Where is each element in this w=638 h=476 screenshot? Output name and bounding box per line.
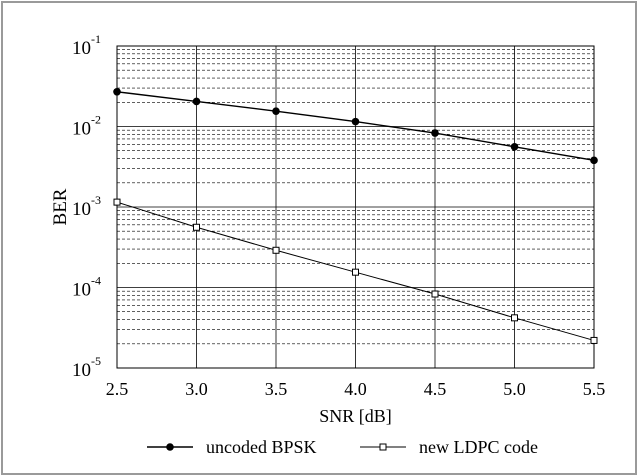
- legend-label: uncoded BPSK: [206, 437, 317, 457]
- x-tick-label: 4.5: [424, 379, 447, 399]
- y-tick-base: 10: [72, 119, 91, 140]
- legend: uncoded BPSK new LDPC code: [147, 437, 538, 457]
- data-point: [113, 198, 121, 206]
- y-tick-exponent: -2: [91, 113, 101, 127]
- x-axis-label: SNR [dB]: [319, 406, 392, 426]
- data-point: [590, 336, 598, 344]
- plot-area-border: [116, 45, 595, 369]
- y-tick-base: 10: [72, 38, 91, 59]
- legend-item: new LDPC code: [360, 437, 538, 457]
- x-tick-label: 4.0: [344, 379, 367, 399]
- y-tick-label: 10-3: [72, 193, 101, 220]
- legend-label: new LDPC code: [419, 437, 538, 457]
- y-tick-exponent: -4: [91, 274, 101, 288]
- y-tick-label: 10-5: [72, 354, 101, 381]
- legend-marker: [166, 443, 174, 451]
- data-point: [272, 107, 280, 115]
- y-tick-label: 10-1: [72, 32, 101, 59]
- x-tick-label: 3.5: [265, 379, 288, 399]
- y-tick-base: 10: [72, 280, 91, 301]
- y-tick-exponent: -3: [91, 193, 101, 207]
- x-tick-label: 5.0: [503, 379, 526, 399]
- y-tick-labels: 10-110-210-310-410-5: [72, 32, 101, 381]
- x-tick-label: 3.0: [185, 379, 208, 399]
- data-point: [272, 246, 280, 254]
- data-point: [113, 87, 121, 96]
- data-point: [351, 117, 360, 126]
- y-tick-base: 10: [72, 360, 91, 381]
- y-tick-exponent: -1: [91, 32, 101, 46]
- data-point: [510, 142, 519, 151]
- series-1: [113, 198, 598, 344]
- y-tick-label: 10-4: [72, 274, 101, 301]
- x-tick-label: 5.5: [583, 379, 606, 399]
- data-point: [590, 156, 598, 165]
- y-tick-base: 10: [72, 199, 91, 220]
- x-tick-label: 2.5: [106, 379, 129, 399]
- data-point: [352, 268, 359, 276]
- y-tick-exponent: -5: [91, 354, 101, 368]
- legend-marker: [379, 443, 387, 451]
- data-point: [431, 290, 439, 298]
- data-point: [431, 129, 439, 137]
- data-point: [192, 97, 201, 106]
- y-axis-label: BER: [50, 188, 71, 225]
- series-layer: [113, 87, 598, 344]
- series-0: [113, 87, 598, 165]
- data-point: [193, 223, 200, 231]
- data-point: [511, 314, 518, 322]
- legend-item: uncoded BPSK: [147, 437, 317, 457]
- x-tick-labels: 2.5 3.0 3.5 4.0 4.5 5.0 5.5: [106, 379, 606, 399]
- y-tick-label: 10-2: [72, 113, 101, 140]
